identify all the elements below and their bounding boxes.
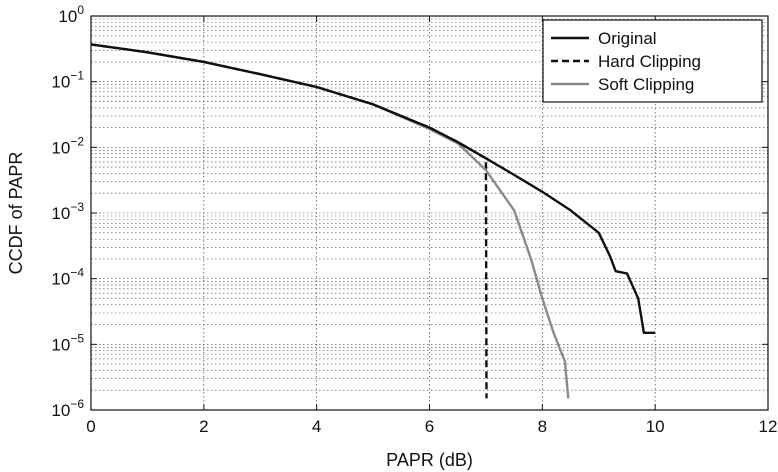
x-tick-label: 0	[86, 417, 95, 436]
y-tick-labels: 100 10−1 10−2 10−3 10−4 10−5 10−6	[51, 3, 84, 420]
series-line-original	[90, 43, 656, 334]
y-tick-label: 10−2	[51, 134, 84, 157]
tick-marks	[90, 15, 769, 411]
legend-label: Hard Clipping	[598, 52, 701, 71]
y-axis-label: CCDF of PAPR	[6, 152, 26, 275]
y-tick-label: 100	[58, 3, 84, 26]
x-tick-label: 8	[538, 417, 547, 436]
y-tick-label: 10−5	[51, 331, 84, 354]
x-tick-label: 10	[646, 417, 665, 436]
legend-label: Original	[598, 29, 657, 48]
x-tick-label: 4	[312, 417, 321, 436]
y-tick-label: 10−4	[51, 266, 84, 289]
x-axis-label: PAPR (dB)	[386, 450, 473, 470]
y-tick-label: 10−1	[51, 69, 84, 92]
x-tick-label: 12	[759, 417, 778, 436]
series-group	[90, 43, 656, 399]
x-tick-label: 6	[425, 417, 434, 436]
y-tick-label: 10−3	[51, 200, 84, 223]
series-line-soft-clipping	[90, 43, 570, 399]
series-line-hard-clipping	[90, 43, 488, 399]
x-tick-label: 2	[199, 417, 208, 436]
legend-label: Soft Clipping	[598, 75, 694, 94]
x-tick-labels: 0 2 4 6 8 10 12	[86, 417, 777, 436]
y-tick-label: 10−6	[51, 397, 84, 420]
legend: Original Hard Clipping Soft Clipping	[542, 19, 763, 103]
